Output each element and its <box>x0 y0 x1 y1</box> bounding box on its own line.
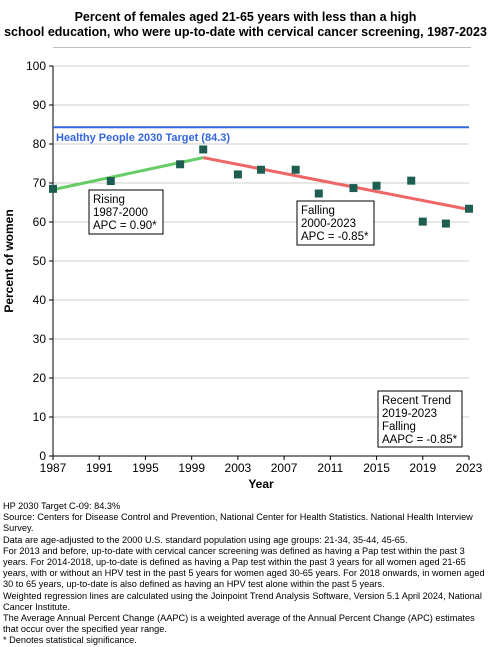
data-point <box>372 181 381 190</box>
x-tick-label: 1987 <box>40 461 67 475</box>
x-tick-label: 2003 <box>225 461 252 475</box>
grid-lines <box>53 65 469 418</box>
y-tick-label: 100 <box>26 59 46 73</box>
chart-title-line-2: school education, who were up-to-date wi… <box>4 25 487 39</box>
annotation-text: Recent Trend <box>382 395 451 407</box>
data-point <box>199 145 208 154</box>
annotation-text: APC = 0.90* <box>93 220 157 232</box>
target-label: Healthy People 2030 Target (84.3) <box>56 132 230 144</box>
y-tick-label: 20 <box>33 371 47 385</box>
x-tick-label: 1995 <box>132 461 159 475</box>
footnote-2: Source: Centers for Disease Control and … <box>3 512 473 534</box>
x-tick-label: 1991 <box>86 461 113 475</box>
x-tick-label: 2015 <box>363 461 390 475</box>
y-axis-title: Percent of women <box>2 209 16 312</box>
annotation-text: 1987-2000 <box>93 207 148 219</box>
x-axis-title: Year <box>248 477 274 491</box>
data-points <box>49 145 473 228</box>
annotation-frame <box>88 189 164 235</box>
data-point <box>233 170 242 179</box>
footnote-3: Data are age-adjusted to the 2000 U.S. s… <box>3 534 408 545</box>
y-tick-label: 60 <box>33 215 47 229</box>
annotation-text: Rising <box>93 194 125 206</box>
data-point <box>291 165 300 174</box>
y-tick-label: 0 <box>39 449 46 463</box>
x-tick-label: 2007 <box>271 461 298 475</box>
trend-line-falling <box>202 156 470 211</box>
y-tick-label: 30 <box>33 332 47 346</box>
annotation-frame <box>296 200 375 246</box>
data-point <box>49 184 57 193</box>
data-point <box>465 204 473 213</box>
data-point <box>441 219 450 228</box>
data-point <box>407 176 416 185</box>
y-tick-label: 40 <box>33 293 47 307</box>
annotation-text: Falling <box>301 205 335 217</box>
axes <box>49 65 470 460</box>
x-tick-label: 2019 <box>409 461 436 475</box>
chart-svg: Healthy People 2030 Target (84.3) Rising… <box>2 59 483 491</box>
x-tick-label: 2011 <box>317 461 343 475</box>
footnote-4: For 2013 and before, up-to-date with cer… <box>3 545 485 590</box>
x-tick-label: 1999 <box>178 461 205 475</box>
data-point <box>418 217 427 226</box>
x-tick-label: 2023 <box>456 461 483 475</box>
y-tick-label: 80 <box>33 137 47 151</box>
target-line-group: Healthy People 2030 Target (84.3) <box>53 126 469 144</box>
footnotes: HP 2030 Target C-09: 84.3% Source: Cente… <box>3 501 489 647</box>
footnote-7: * Denotes statistical significance. <box>3 635 137 646</box>
annotation-frame <box>377 390 463 448</box>
y-tick-label: 90 <box>33 98 47 112</box>
y-tick-label: 10 <box>33 410 47 424</box>
annotation-text: AAPC = -0.85* <box>382 434 458 446</box>
footnote-6: The Average Annual Percent Change (AAPC)… <box>3 613 475 635</box>
data-point <box>106 177 115 186</box>
annotation-text: 2000-2023 <box>301 218 356 230</box>
chart-title-line-1: Percent of females aged 21-65 years with… <box>74 10 417 24</box>
data-point <box>176 160 185 169</box>
chart-title: Percent of females aged 21-65 years with… <box>0 10 491 40</box>
title-divider <box>53 47 471 48</box>
y-tick-label: 70 <box>33 176 47 190</box>
annotation-text: 2019-2023 <box>382 408 437 420</box>
annotation-text: Falling <box>382 421 416 433</box>
y-tick-label: 50 <box>33 254 47 268</box>
footnote-5: Weighted regression lines are calculated… <box>3 590 482 612</box>
data-point <box>257 165 265 174</box>
data-point <box>314 189 323 198</box>
footnote-1: HP 2030 Target C-09: 84.3% <box>3 501 121 511</box>
annotation-text: APC = -0.85* <box>301 231 369 243</box>
axis-labels: 0 10 20 30 40 50 60 70 80 90 100 1987 1991 1995 1999 20… <box>2 59 483 491</box>
data-point <box>349 184 358 193</box>
